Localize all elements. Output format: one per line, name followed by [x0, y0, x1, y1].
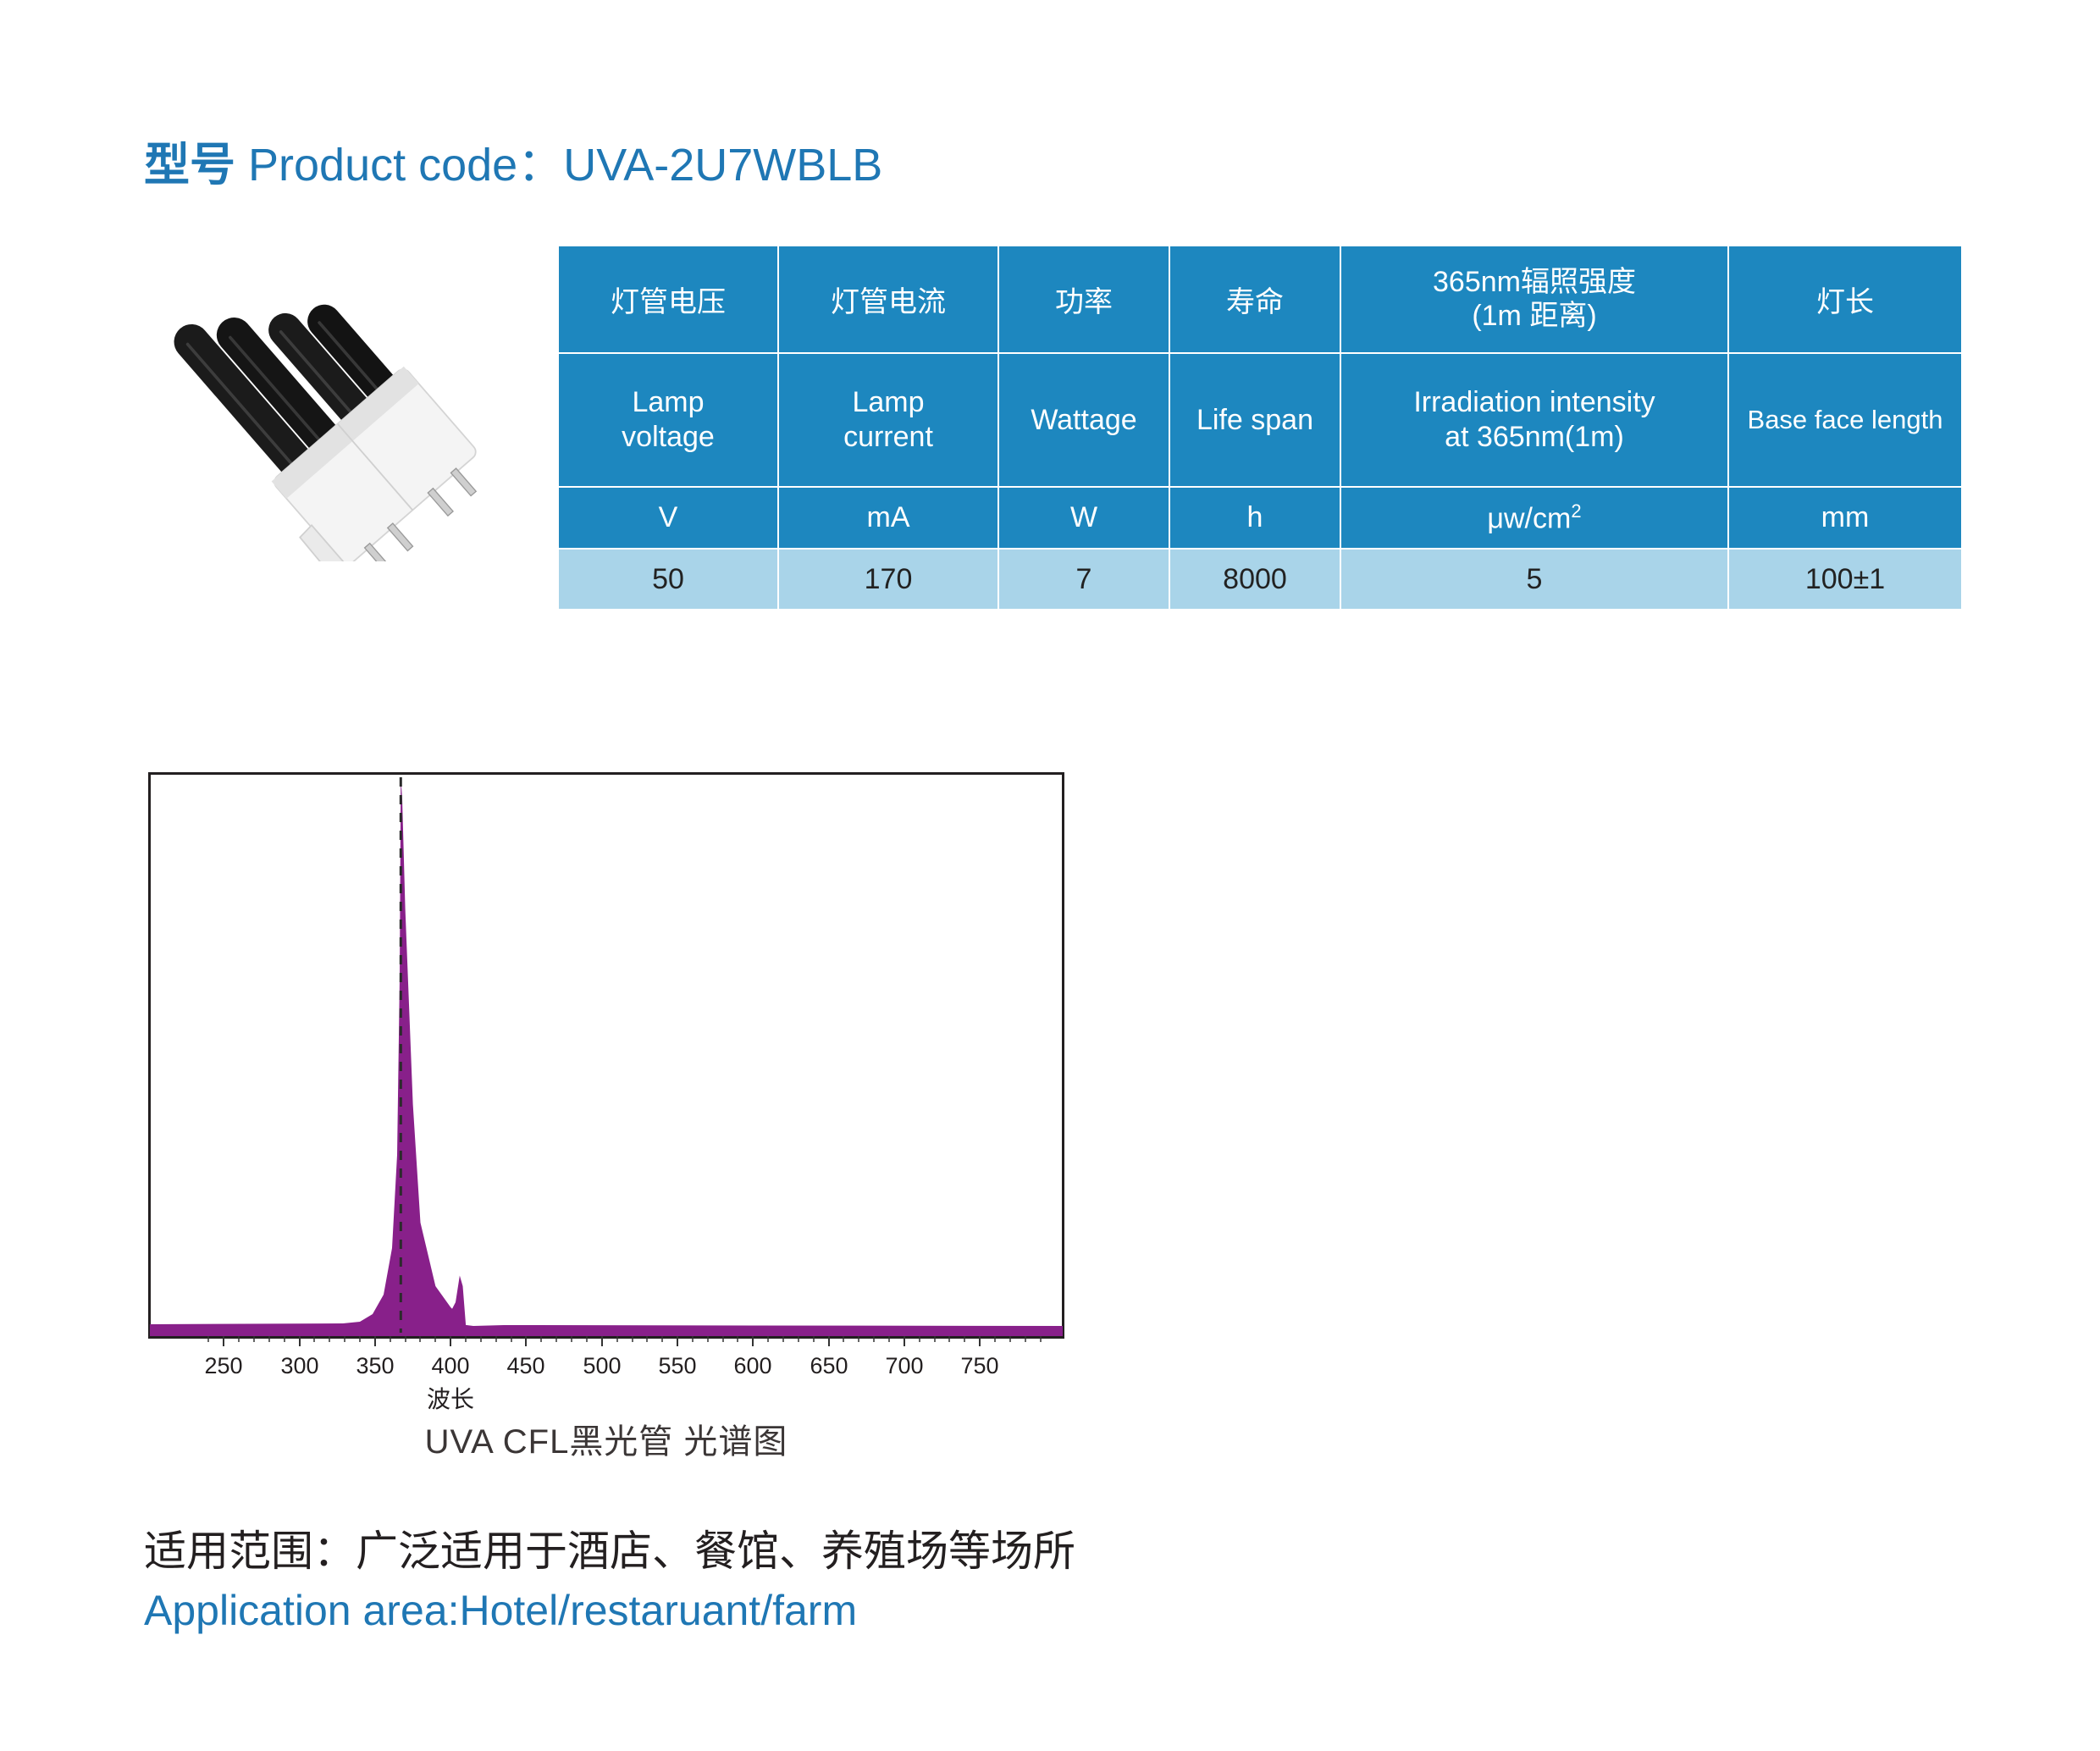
- svg-text:400: 400: [431, 1353, 469, 1378]
- svg-text:650: 650: [810, 1353, 848, 1378]
- svg-text:350: 350: [356, 1353, 394, 1378]
- svg-text:600: 600: [733, 1353, 771, 1378]
- svg-text:波长: 波长: [427, 1386, 474, 1412]
- svg-text:250: 250: [204, 1353, 242, 1378]
- svg-text:500: 500: [583, 1353, 621, 1378]
- svg-text:550: 550: [658, 1353, 696, 1378]
- svg-text:750: 750: [960, 1353, 998, 1378]
- svg-text:300: 300: [280, 1353, 318, 1378]
- svg-text:450: 450: [506, 1353, 544, 1378]
- svg-text:700: 700: [885, 1353, 923, 1378]
